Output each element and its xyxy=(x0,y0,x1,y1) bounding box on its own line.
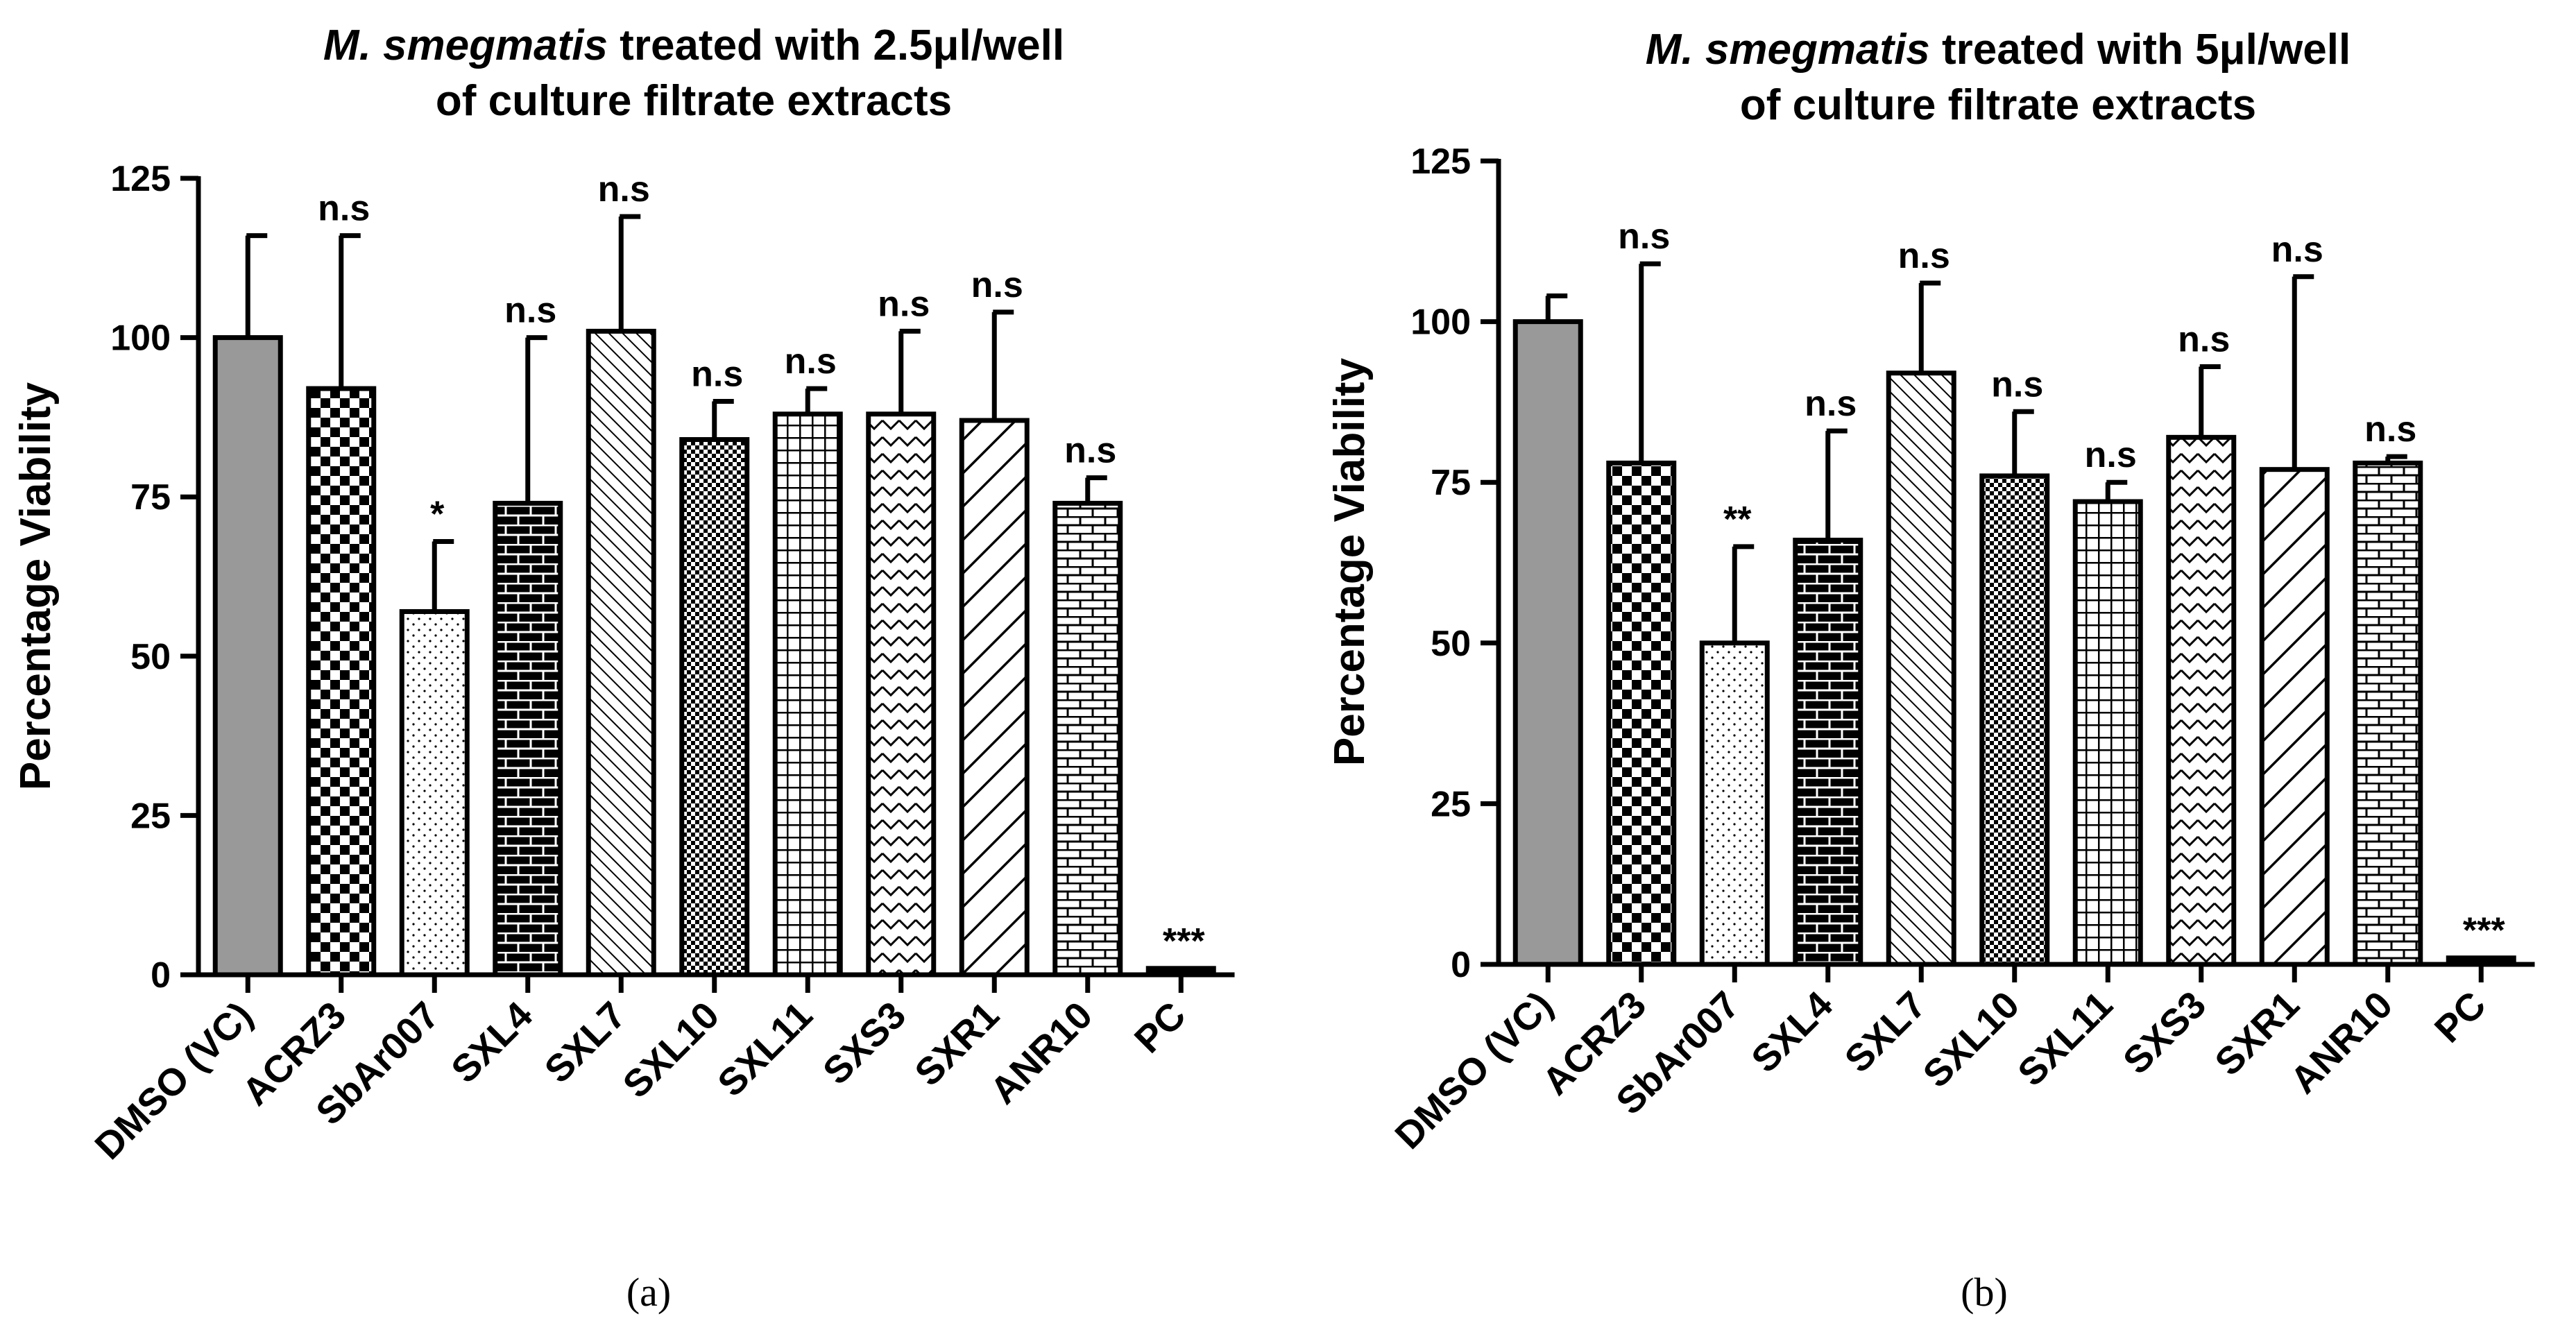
bar xyxy=(679,437,750,978)
category-label: SXL10 xyxy=(1914,983,2027,1096)
significance-label: n.s xyxy=(1898,236,1950,276)
category-labels: DMSO (VC)ACRZ3SbAr007SXL4SXL7SXL10SXL11S… xyxy=(1386,982,2493,1157)
bar xyxy=(1793,538,1863,967)
category-label: PC xyxy=(2426,983,2494,1051)
category-label: SXL4 xyxy=(1743,982,1841,1080)
category-label: SXS3 xyxy=(814,994,914,1093)
y-tick-label: 50 xyxy=(130,637,171,677)
category-labels: DMSO (VC)ACRZ3SbAr007SXL4SXL7SXL10SXL11S… xyxy=(86,993,1193,1168)
y-tick-label: 125 xyxy=(110,159,171,199)
y-tick-label: 75 xyxy=(130,477,171,518)
bar xyxy=(399,609,470,978)
significance-label: n.s xyxy=(318,189,370,229)
y-tick-label: 50 xyxy=(1431,624,1471,664)
category-label: DMSO (VC) xyxy=(86,994,260,1168)
significance-label: n.s xyxy=(878,284,930,324)
bar xyxy=(1606,460,1677,967)
bar xyxy=(1699,640,1770,967)
error-bars xyxy=(245,214,1107,612)
significance-label: n.s xyxy=(2178,319,2230,359)
bar xyxy=(1886,370,1956,967)
y-axis-label: Percentage Viability xyxy=(1326,357,1374,766)
significance-label: n.s xyxy=(2271,230,2323,270)
chart-title-line2: of culture filtrate extracts xyxy=(1740,81,2256,129)
significance-label: n.s xyxy=(2085,435,2137,475)
bar xyxy=(1512,319,1583,967)
chart-panel-b: M. smegmatis treated with 5μl/well of cu… xyxy=(1326,26,2535,1315)
significance-labels: n.s * n.s n.s n.s n.s n.s n.s n.s *** xyxy=(318,169,1205,962)
chart-title-line1: M. smegmatis treated with 5μl/well xyxy=(1646,26,2351,74)
significance-label: n.s xyxy=(1991,364,2043,404)
significance-labels: n.s ** n.s n.s n.s n.s n.s n.s n.s *** xyxy=(1618,216,2505,951)
chart-title-italic: M. smegmatis xyxy=(1646,26,1930,74)
panel-label: (a) xyxy=(626,1270,671,1315)
significance-label: * xyxy=(430,494,445,534)
bar xyxy=(212,335,283,978)
chart-title-line2: of culture filtrate extracts xyxy=(436,77,952,125)
bar xyxy=(493,500,563,978)
y-tick-label: 25 xyxy=(130,796,171,836)
significance-label: *** xyxy=(1163,921,1205,962)
y-tick-label: 100 xyxy=(1410,302,1471,343)
bar xyxy=(306,386,377,978)
significance-label: n.s xyxy=(2364,409,2416,450)
significance-label: n.s xyxy=(1618,216,1670,257)
significance-label: n.s xyxy=(971,265,1023,305)
bar xyxy=(2259,467,2330,967)
y-axis-label: Percentage Viability xyxy=(12,382,60,790)
bar xyxy=(1979,473,2050,967)
chart-title-rest: treated with 2.5μl/well xyxy=(608,22,1064,69)
chart-panel-a: M. smegmatis treated with 2.5μl/well of … xyxy=(12,22,1235,1315)
panel-label: (b) xyxy=(1961,1270,2008,1315)
bar xyxy=(866,411,937,978)
y-tick-label: 0 xyxy=(1451,945,1471,985)
bar xyxy=(2166,434,2237,967)
bar xyxy=(2072,499,2143,967)
bar xyxy=(1052,500,1123,978)
error-bars xyxy=(1545,261,2407,643)
y-tick-label: 0 xyxy=(151,955,171,996)
significance-label: n.s xyxy=(691,354,743,394)
bar xyxy=(586,328,656,978)
bars xyxy=(1512,319,2516,982)
bar xyxy=(959,418,1030,978)
bar xyxy=(2353,460,2423,967)
y-ticks: 0 25 50 75 100 125 xyxy=(1410,142,1499,985)
category-label: DMSO (VC) xyxy=(1386,983,1560,1157)
y-tick-label: 25 xyxy=(1431,784,1471,824)
chart-title-rest: treated with 5μl/well xyxy=(1930,26,2351,74)
significance-label: n.s xyxy=(504,291,556,331)
chart-title-italic: M. smegmatis xyxy=(323,22,608,69)
category-label: PC xyxy=(1126,994,1194,1062)
significance-label: ** xyxy=(1723,500,1752,540)
bar xyxy=(772,411,843,978)
y-tick-label: 125 xyxy=(1410,142,1471,182)
significance-label: n.s xyxy=(785,341,837,382)
category-label: SXL11 xyxy=(2009,983,2121,1095)
category-label: ANR10 xyxy=(2282,983,2400,1102)
category-label: ANR10 xyxy=(982,994,1100,1112)
chart-title-line1: M. smegmatis treated with 2.5μl/well xyxy=(323,22,1064,69)
significance-label: n.s xyxy=(1805,384,1857,424)
category-label: SXL4 xyxy=(443,993,540,1091)
category-label: SXL10 xyxy=(614,994,727,1107)
bars xyxy=(212,328,1216,993)
category-label: SXS3 xyxy=(2115,983,2214,1082)
y-ticks: 0 25 50 75 100 125 xyxy=(110,159,198,996)
y-tick-label: 100 xyxy=(110,318,171,359)
y-tick-label: 75 xyxy=(1431,463,1471,503)
significance-label: n.s xyxy=(1064,431,1116,471)
significance-label: *** xyxy=(2463,911,2505,951)
category-label: SXL11 xyxy=(709,994,821,1105)
significance-label: n.s xyxy=(598,169,650,210)
